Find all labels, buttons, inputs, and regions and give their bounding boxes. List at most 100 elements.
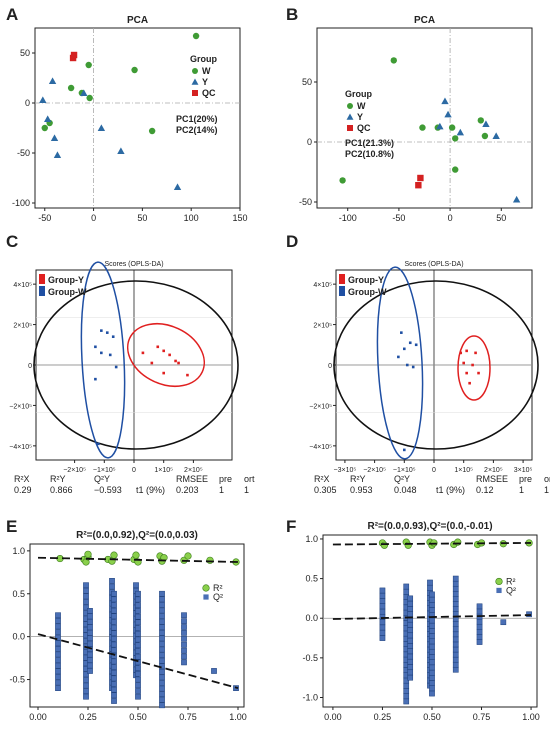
point-group-y — [174, 359, 177, 363]
q2-point — [476, 634, 483, 640]
q2-point — [407, 611, 414, 618]
q2-point — [452, 661, 459, 668]
q2-point — [452, 656, 459, 663]
q2-point — [379, 587, 386, 594]
q2-point — [452, 590, 459, 597]
q2-point — [379, 592, 386, 599]
x-tick-label: 0.50 — [423, 712, 441, 722]
q2-point — [83, 688, 89, 694]
point-group-y — [162, 371, 165, 375]
q2-point — [87, 651, 93, 658]
stats-header: R²Y — [50, 474, 66, 484]
q2-point — [429, 602, 435, 608]
point-group-w — [94, 377, 97, 381]
q2-point — [181, 635, 187, 642]
stats-value: 1 — [544, 485, 549, 495]
point-group-w — [97, 442, 100, 446]
x-tick-label: −3×10⁵ — [334, 467, 357, 474]
q2-point — [111, 590, 117, 597]
q2-point — [452, 636, 459, 643]
stats-header: RMSEE — [476, 474, 508, 484]
point-w — [419, 124, 426, 131]
stats-value: 0.048 — [394, 485, 417, 495]
x-tick-label: -50 — [392, 213, 405, 223]
pc-variance-label: PC1(20%) — [176, 114, 218, 124]
q2-point — [87, 624, 93, 631]
y-tick-label: 0 — [28, 363, 32, 370]
legend-marker-y — [346, 113, 354, 120]
pc-variance-label: PC1(21.3%) — [345, 138, 394, 148]
x-tick-label: 0.75 — [473, 712, 491, 722]
q2-point — [135, 676, 141, 683]
plot-frame — [322, 534, 538, 708]
stats-header: RMSEE — [176, 474, 208, 484]
q2-point — [407, 595, 414, 602]
q2-point — [83, 593, 89, 600]
q2-point — [83, 677, 89, 683]
q2-point — [429, 654, 435, 660]
point-group-y — [150, 361, 154, 365]
legend-label-y: Y — [202, 77, 208, 87]
q2-point — [111, 636, 117, 642]
point-y — [44, 115, 52, 122]
y-tick-label: −4×10⁵ — [309, 444, 332, 451]
q2-point — [55, 634, 61, 641]
q2-point — [55, 646, 61, 652]
panel-label-d: D — [286, 232, 298, 251]
y-tick-label: 0.0 — [305, 613, 318, 623]
q2-point — [429, 669, 435, 676]
x-tick-label: −2×10⁵ — [363, 467, 386, 474]
q2-point — [87, 640, 93, 647]
q2-point — [452, 601, 459, 607]
point-group-y — [474, 351, 477, 355]
q2-point — [135, 636, 141, 643]
q2-point — [135, 630, 141, 637]
legend-swatch-group-w — [339, 286, 345, 296]
q2-point — [135, 625, 141, 631]
point-y — [117, 147, 125, 154]
q2-point — [452, 641, 459, 648]
q2-point — [379, 624, 386, 631]
point-group-y — [462, 361, 465, 365]
point-qc — [417, 174, 424, 182]
point-w — [481, 132, 489, 140]
q2-point — [55, 623, 61, 630]
q2-point — [55, 674, 61, 680]
q2-point — [407, 648, 414, 655]
q2-point — [111, 692, 117, 699]
x-tick-label: −1×10⁵ — [393, 467, 416, 474]
point-group-w — [405, 363, 409, 367]
point-group-w — [414, 343, 418, 347]
stats-value: 0.305 — [314, 485, 337, 495]
legend-marker-r2 — [202, 584, 210, 592]
legend-marker-q2 — [496, 587, 502, 594]
y-tick-label: 1.0 — [305, 534, 318, 544]
point-group-w — [397, 355, 400, 359]
q2-point — [407, 632, 414, 639]
q2-point — [159, 657, 165, 664]
q2-point — [111, 647, 117, 654]
r2-point — [454, 538, 462, 546]
q2-point — [135, 665, 141, 671]
q2-point — [407, 637, 414, 644]
q2-point — [159, 618, 165, 625]
x-tick-label: 50 — [496, 213, 506, 223]
q2-point — [111, 681, 117, 687]
q2-point — [159, 668, 165, 675]
q2-point — [407, 606, 414, 612]
q2-point — [379, 635, 386, 641]
q2-point — [379, 619, 386, 626]
q2-point — [83, 682, 89, 689]
y-tick-label: 0 — [307, 137, 312, 147]
q2-point — [87, 635, 93, 642]
stats-value: 0.12 — [476, 485, 494, 495]
q2-point — [83, 582, 89, 589]
q2-point — [87, 646, 93, 652]
q2-point — [476, 639, 483, 645]
x-tick-label: -50 — [38, 213, 51, 223]
q2-point — [403, 682, 410, 689]
q2-point — [181, 612, 187, 619]
q2-point — [159, 613, 165, 619]
q2-point — [83, 587, 89, 594]
legend-label-qc: QC — [202, 88, 216, 98]
